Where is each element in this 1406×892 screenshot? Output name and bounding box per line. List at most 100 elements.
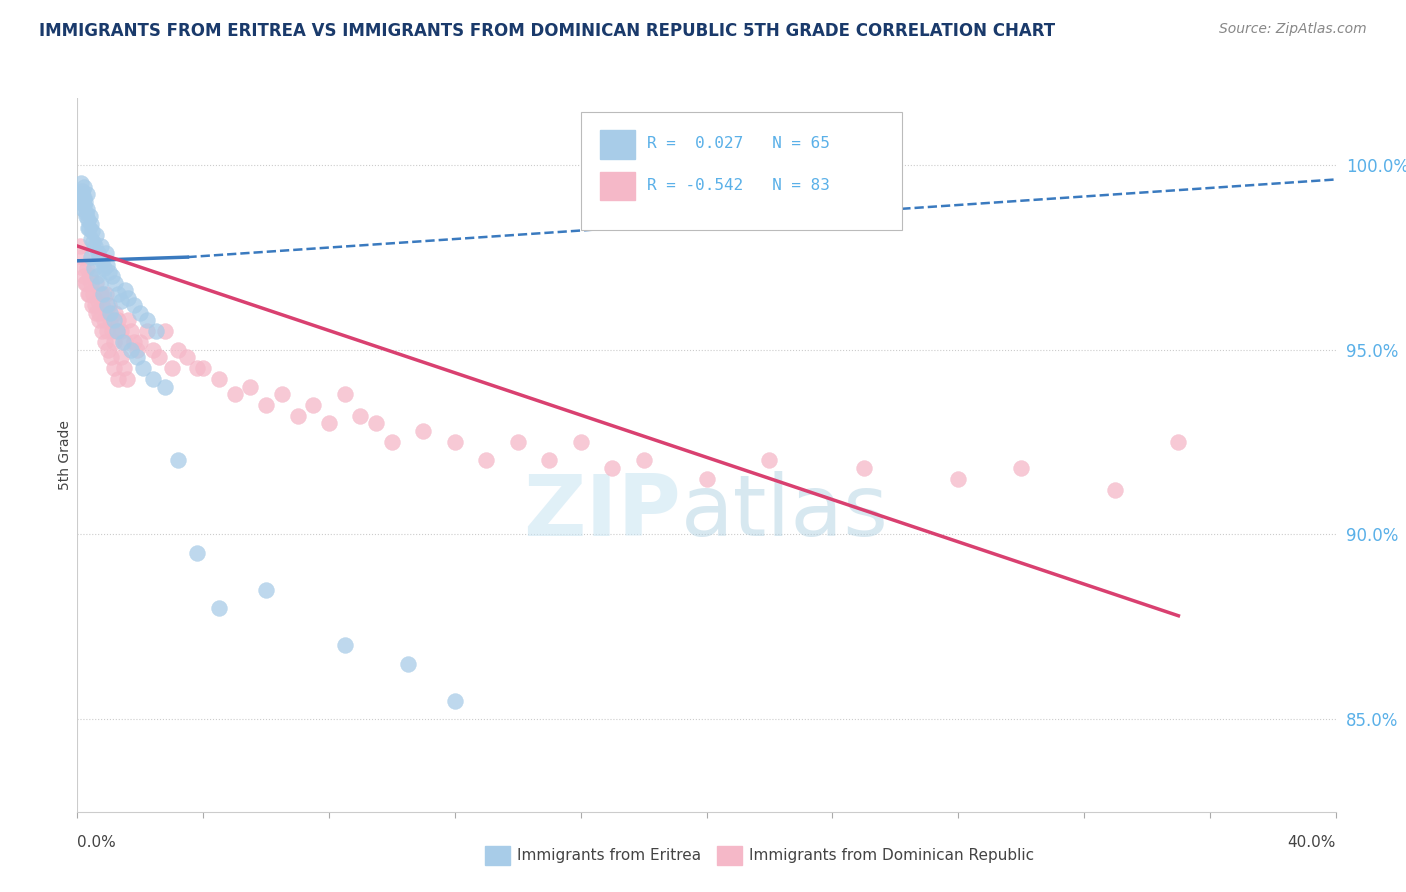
Point <box>366 417 388 431</box>
Point <box>186 546 208 560</box>
Point <box>70 250 93 264</box>
Point <box>110 324 132 338</box>
Point <box>70 187 93 202</box>
Point <box>75 210 97 224</box>
Point <box>93 313 115 327</box>
Point <box>70 184 93 198</box>
Bar <box>599 130 634 159</box>
Point <box>120 324 142 338</box>
Point <box>77 213 100 227</box>
Point <box>97 265 120 279</box>
Point <box>107 372 129 386</box>
Point <box>98 305 121 319</box>
Point <box>86 268 108 283</box>
Point <box>142 343 165 357</box>
Point <box>79 268 101 283</box>
Point <box>76 202 98 216</box>
Text: atlas: atlas <box>682 470 890 554</box>
Point <box>73 179 96 194</box>
Point <box>79 287 101 301</box>
Point <box>87 294 110 309</box>
Point <box>412 424 434 438</box>
Point <box>208 601 231 615</box>
Point <box>82 224 104 238</box>
Point <box>633 453 655 467</box>
Point <box>127 350 149 364</box>
Point <box>148 350 170 364</box>
Point <box>87 313 110 327</box>
Point <box>117 313 139 327</box>
Point <box>75 194 97 209</box>
Point <box>84 305 107 319</box>
Point <box>475 453 498 467</box>
Point <box>105 324 128 338</box>
Point <box>117 291 139 305</box>
Text: R = -0.542   N = 83: R = -0.542 N = 83 <box>647 178 831 193</box>
Point <box>72 191 94 205</box>
Text: ZIP: ZIP <box>523 470 682 554</box>
Text: 0.0%: 0.0% <box>77 836 117 850</box>
Point <box>97 343 120 357</box>
Point <box>82 235 104 250</box>
Point <box>145 324 167 338</box>
Text: Immigrants from Dominican Republic: Immigrants from Dominican Republic <box>749 848 1035 863</box>
Point <box>155 324 177 338</box>
Point <box>186 361 208 376</box>
Point <box>80 232 103 246</box>
Point <box>167 343 190 357</box>
Point <box>333 387 356 401</box>
Point <box>270 387 292 401</box>
Point <box>569 434 592 449</box>
Point <box>83 239 105 253</box>
Point <box>75 205 97 219</box>
Point <box>79 220 101 235</box>
Point <box>90 239 112 253</box>
Point <box>115 372 138 386</box>
Point <box>444 694 467 708</box>
Point <box>444 434 467 449</box>
Point <box>287 409 309 423</box>
Point <box>75 276 97 290</box>
Point <box>1010 461 1032 475</box>
Point <box>122 298 145 312</box>
Point <box>76 220 98 235</box>
Point <box>107 313 129 327</box>
Point <box>87 246 110 260</box>
Point <box>852 461 875 475</box>
Point <box>94 287 117 301</box>
Point <box>155 379 177 393</box>
Point <box>176 350 198 364</box>
Point <box>948 472 970 486</box>
FancyBboxPatch shape <box>581 112 901 230</box>
Point <box>101 324 124 338</box>
Point <box>506 434 529 449</box>
Point <box>101 268 124 283</box>
Point <box>122 335 145 350</box>
Point <box>76 261 98 276</box>
Point <box>96 324 118 338</box>
Point <box>254 582 277 597</box>
Point <box>93 261 115 276</box>
Point <box>70 176 93 190</box>
Point <box>69 239 91 253</box>
Point <box>758 453 780 467</box>
Point <box>90 324 112 338</box>
Point <box>97 298 120 312</box>
Point <box>103 335 125 350</box>
Point <box>84 227 107 242</box>
Point <box>120 343 142 357</box>
Point <box>114 335 136 350</box>
Point <box>104 305 127 319</box>
Point <box>160 361 183 376</box>
Point <box>104 276 127 290</box>
Point <box>103 361 125 376</box>
Point <box>98 313 121 327</box>
Point <box>1167 434 1189 449</box>
Point <box>76 187 98 202</box>
Point <box>94 335 117 350</box>
Point <box>96 298 118 312</box>
Y-axis label: 5th Grade: 5th Grade <box>58 420 72 490</box>
Point <box>396 657 419 671</box>
Point <box>82 287 104 301</box>
Point <box>191 361 215 376</box>
